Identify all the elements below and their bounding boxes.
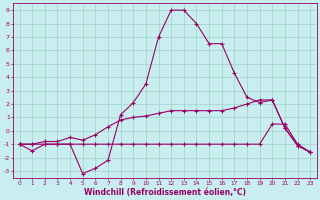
X-axis label: Windchill (Refroidissement éolien,°C): Windchill (Refroidissement éolien,°C): [84, 188, 246, 197]
